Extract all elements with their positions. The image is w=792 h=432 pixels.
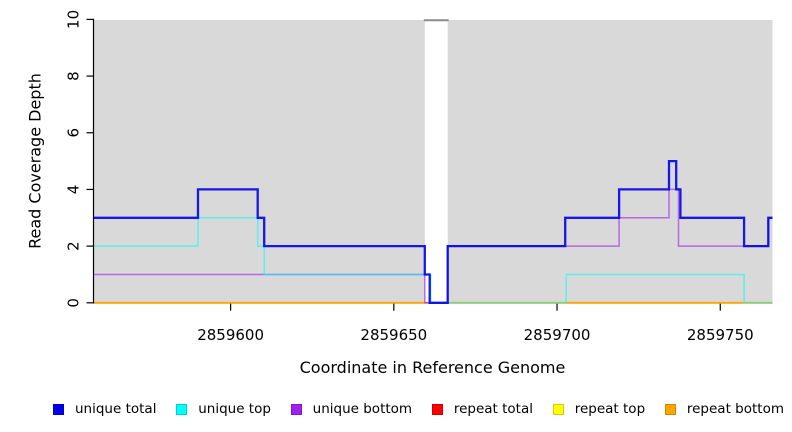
legend-label: repeat total [453,401,533,417]
x-tick-label: 2859750 [687,326,754,344]
y-axis-title: Read Coverage Depth [25,73,45,249]
plot-canvas: 0 2 4 6 8 10 2859600 2859650 2859700 2859750 [64,10,773,344]
legend-label: repeat top [574,401,646,417]
legend-swatch-repeat-top [552,403,564,415]
x-tick-label: 2859700 [524,326,591,344]
legend-item-repeat-top: repeat top [552,401,646,417]
coverage-gap [424,19,448,304]
y-tick-label: 10 [64,10,82,29]
legend-label: unique top [198,401,271,417]
x-tick-label: 2859650 [360,326,427,344]
legend-label: unique bottom [312,401,413,417]
legend-swatch-unique-top [176,403,188,415]
legend-item-unique-bottom: unique bottom [290,401,413,417]
legend-swatch-unique-total [53,403,64,415]
legend-item-repeat-bottom: repeat bottom [664,401,784,417]
legend-swatch-repeat-total [431,403,443,415]
series-unique-top [93,217,773,304]
legend-item-unique-top: unique top [176,401,271,417]
legend-item-unique-total: unique total [53,401,156,417]
legend: unique total unique top unique bottom repea… [40,397,784,421]
y-tick-label: 2 [64,241,82,251]
x-axis-title: Coordinate in Reference Genome [299,358,566,377]
y-tick-label: 0 [64,298,82,308]
legend-swatch-repeat-bottom [664,403,676,415]
y-tick-label: 4 [64,185,82,195]
y-tick-label: 6 [64,128,82,138]
legend-label: unique total [75,401,157,417]
x-tick-label: 2859600 [197,326,264,344]
series-unique-total [93,159,773,304]
legend-swatch-unique-bottom [290,403,302,415]
legend-item-repeat-total: repeat total [431,401,533,417]
legend-label: repeat bottom [686,401,784,417]
y-tick-label: 8 [64,71,82,81]
